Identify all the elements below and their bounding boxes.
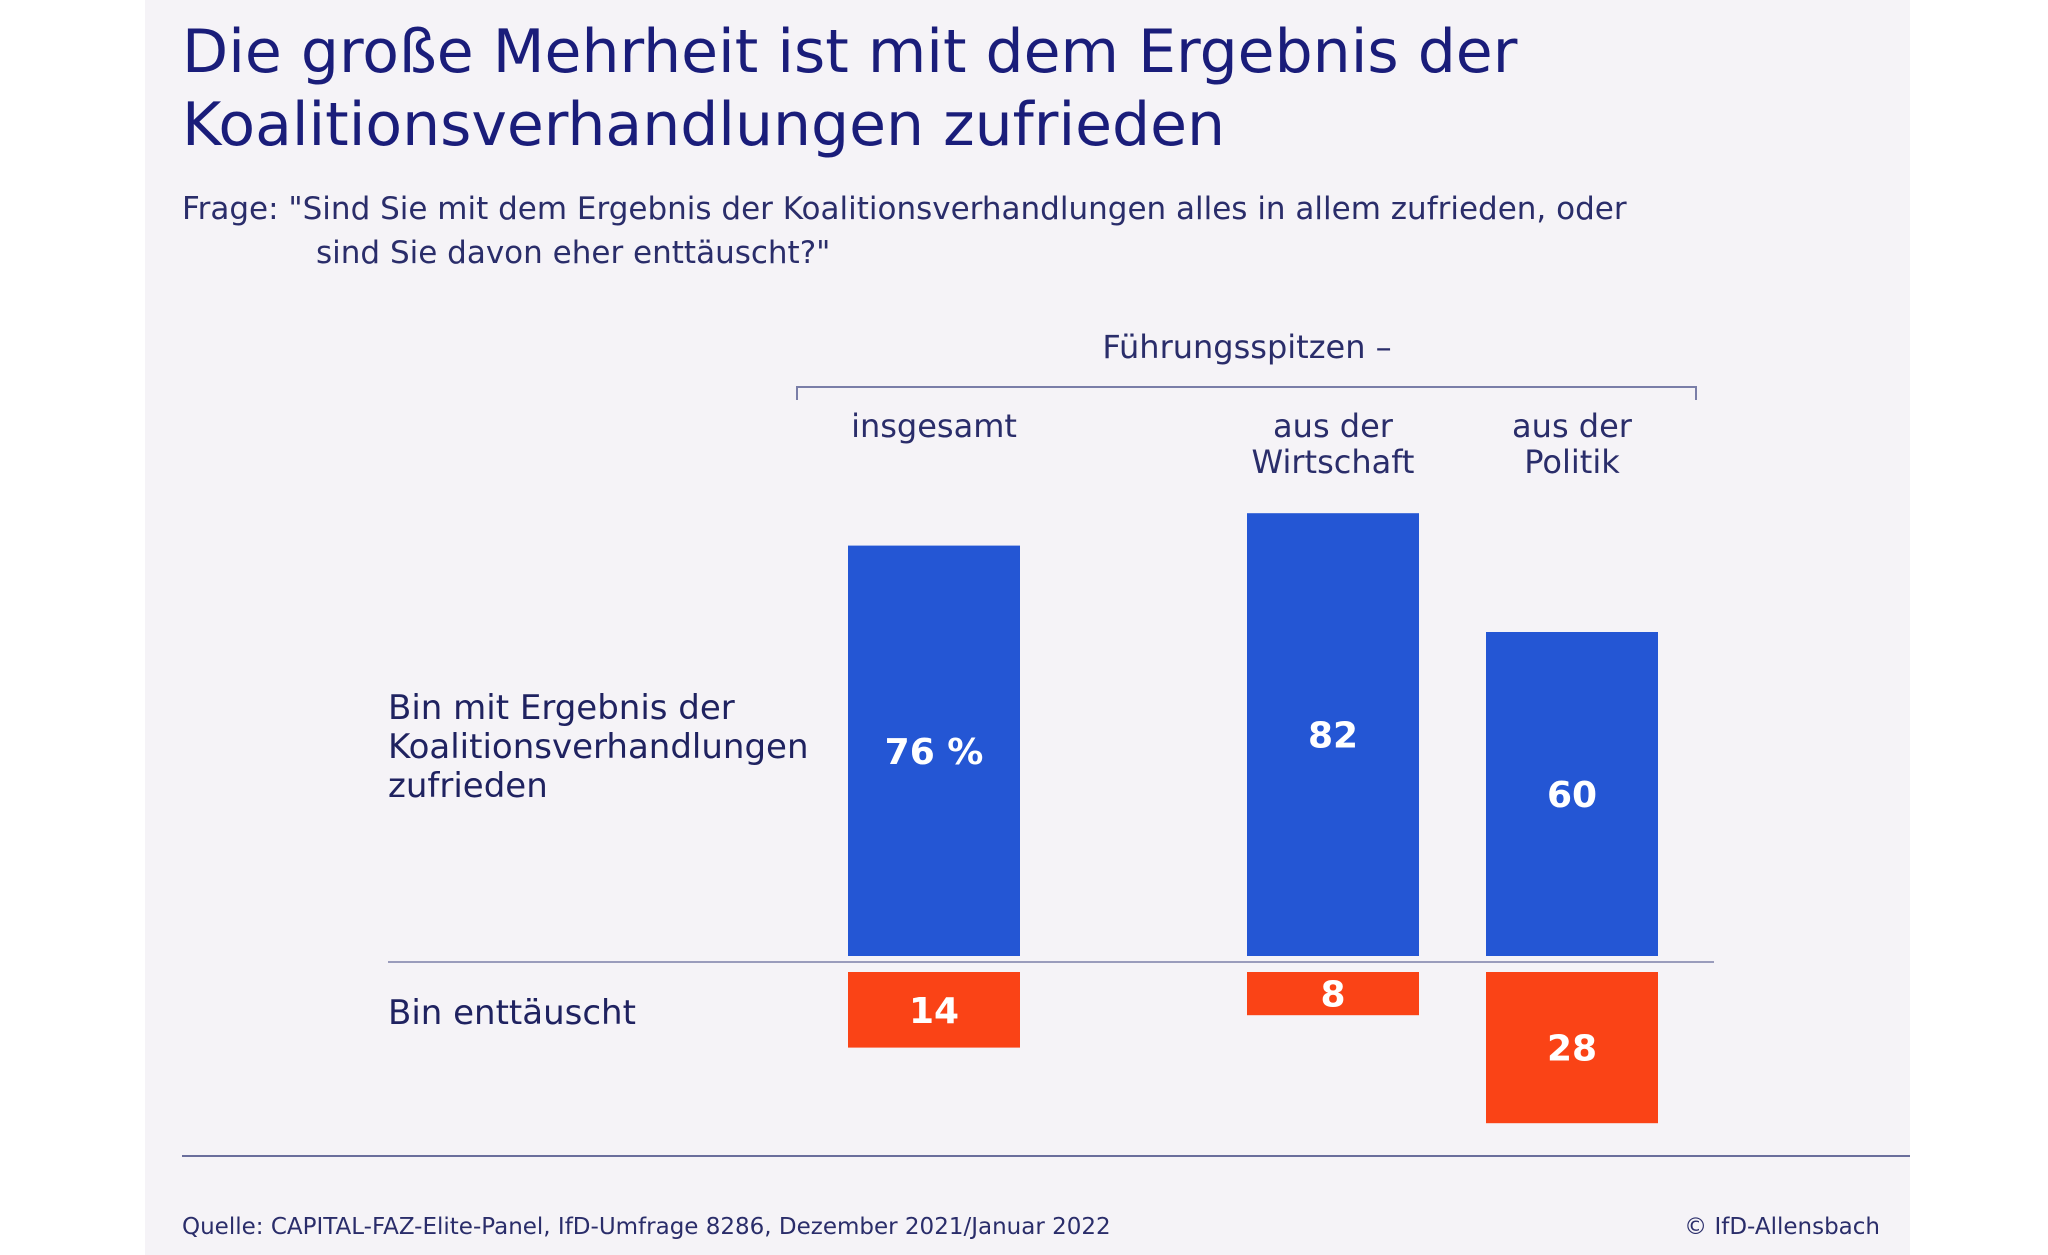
bar-enttaeuscht-politik (1486, 972, 1658, 1124)
category-header-insgesamt: insgesamt (851, 407, 1017, 445)
category-header-politik-line-1: aus der (1512, 407, 1633, 445)
question-line-1: Frage: "Sind Sie mit dem Ergebnis der Ko… (182, 191, 1627, 227)
bar-zufrieden-insgesamt (848, 545, 1020, 956)
row-label-zufrieden-line-2: Koalitionsverhandlungen (388, 727, 809, 767)
row-label-zufrieden-line-1: Bin mit Ergebnis der (388, 688, 735, 728)
bar-enttaeuscht-wirtschaft (1247, 972, 1419, 1016)
row-label-enttaeuscht: Bin enttäuscht (388, 993, 636, 1033)
category-header-wirtschaft-line-1: aus der (1273, 407, 1394, 445)
bar-label-zufrieden-politik: 60 (1547, 775, 1597, 816)
group-header: Führungsspitzen – (1102, 328, 1391, 366)
row-label-zufrieden-line-3: zufrieden (388, 766, 548, 806)
bar-enttaeuscht-insgesamt (848, 972, 1020, 1048)
bar-label-zufrieden-insgesamt: 76 % (885, 732, 984, 773)
category-header-wirtschaft-line-2: Wirtschaft (1252, 443, 1415, 481)
source-note: Quelle: CAPITAL-FAZ-Elite-Panel, IfD-Umf… (182, 1214, 1111, 1240)
bar-label-enttaeuscht-insgesamt: 14 (909, 991, 959, 1032)
chart-title-line-2: Koalitionsverhandlungen zufrieden (182, 90, 1225, 160)
category-header-politik-line-2: Politik (1524, 443, 1620, 481)
group-bracket (796, 386, 1697, 400)
chart-title-line-1: Die große Mehrheit ist mit dem Ergebnis … (182, 17, 1518, 87)
bar-zufrieden-politik (1486, 632, 1658, 956)
bar-label-enttaeuscht-politik: 28 (1547, 1029, 1597, 1070)
bar-label-enttaeuscht-wirtschaft: 8 (1320, 975, 1345, 1016)
question-line-2: sind Sie davon eher enttäuscht?" (316, 235, 830, 271)
bars-group: 76 % 82 60 14 8 28 (848, 513, 1658, 1124)
copyright-note: © IfD-Allensbach (1684, 1214, 1880, 1240)
bar-label-zufrieden-wirtschaft: 82 (1308, 716, 1358, 757)
bar-zufrieden-wirtschaft (1247, 513, 1419, 956)
